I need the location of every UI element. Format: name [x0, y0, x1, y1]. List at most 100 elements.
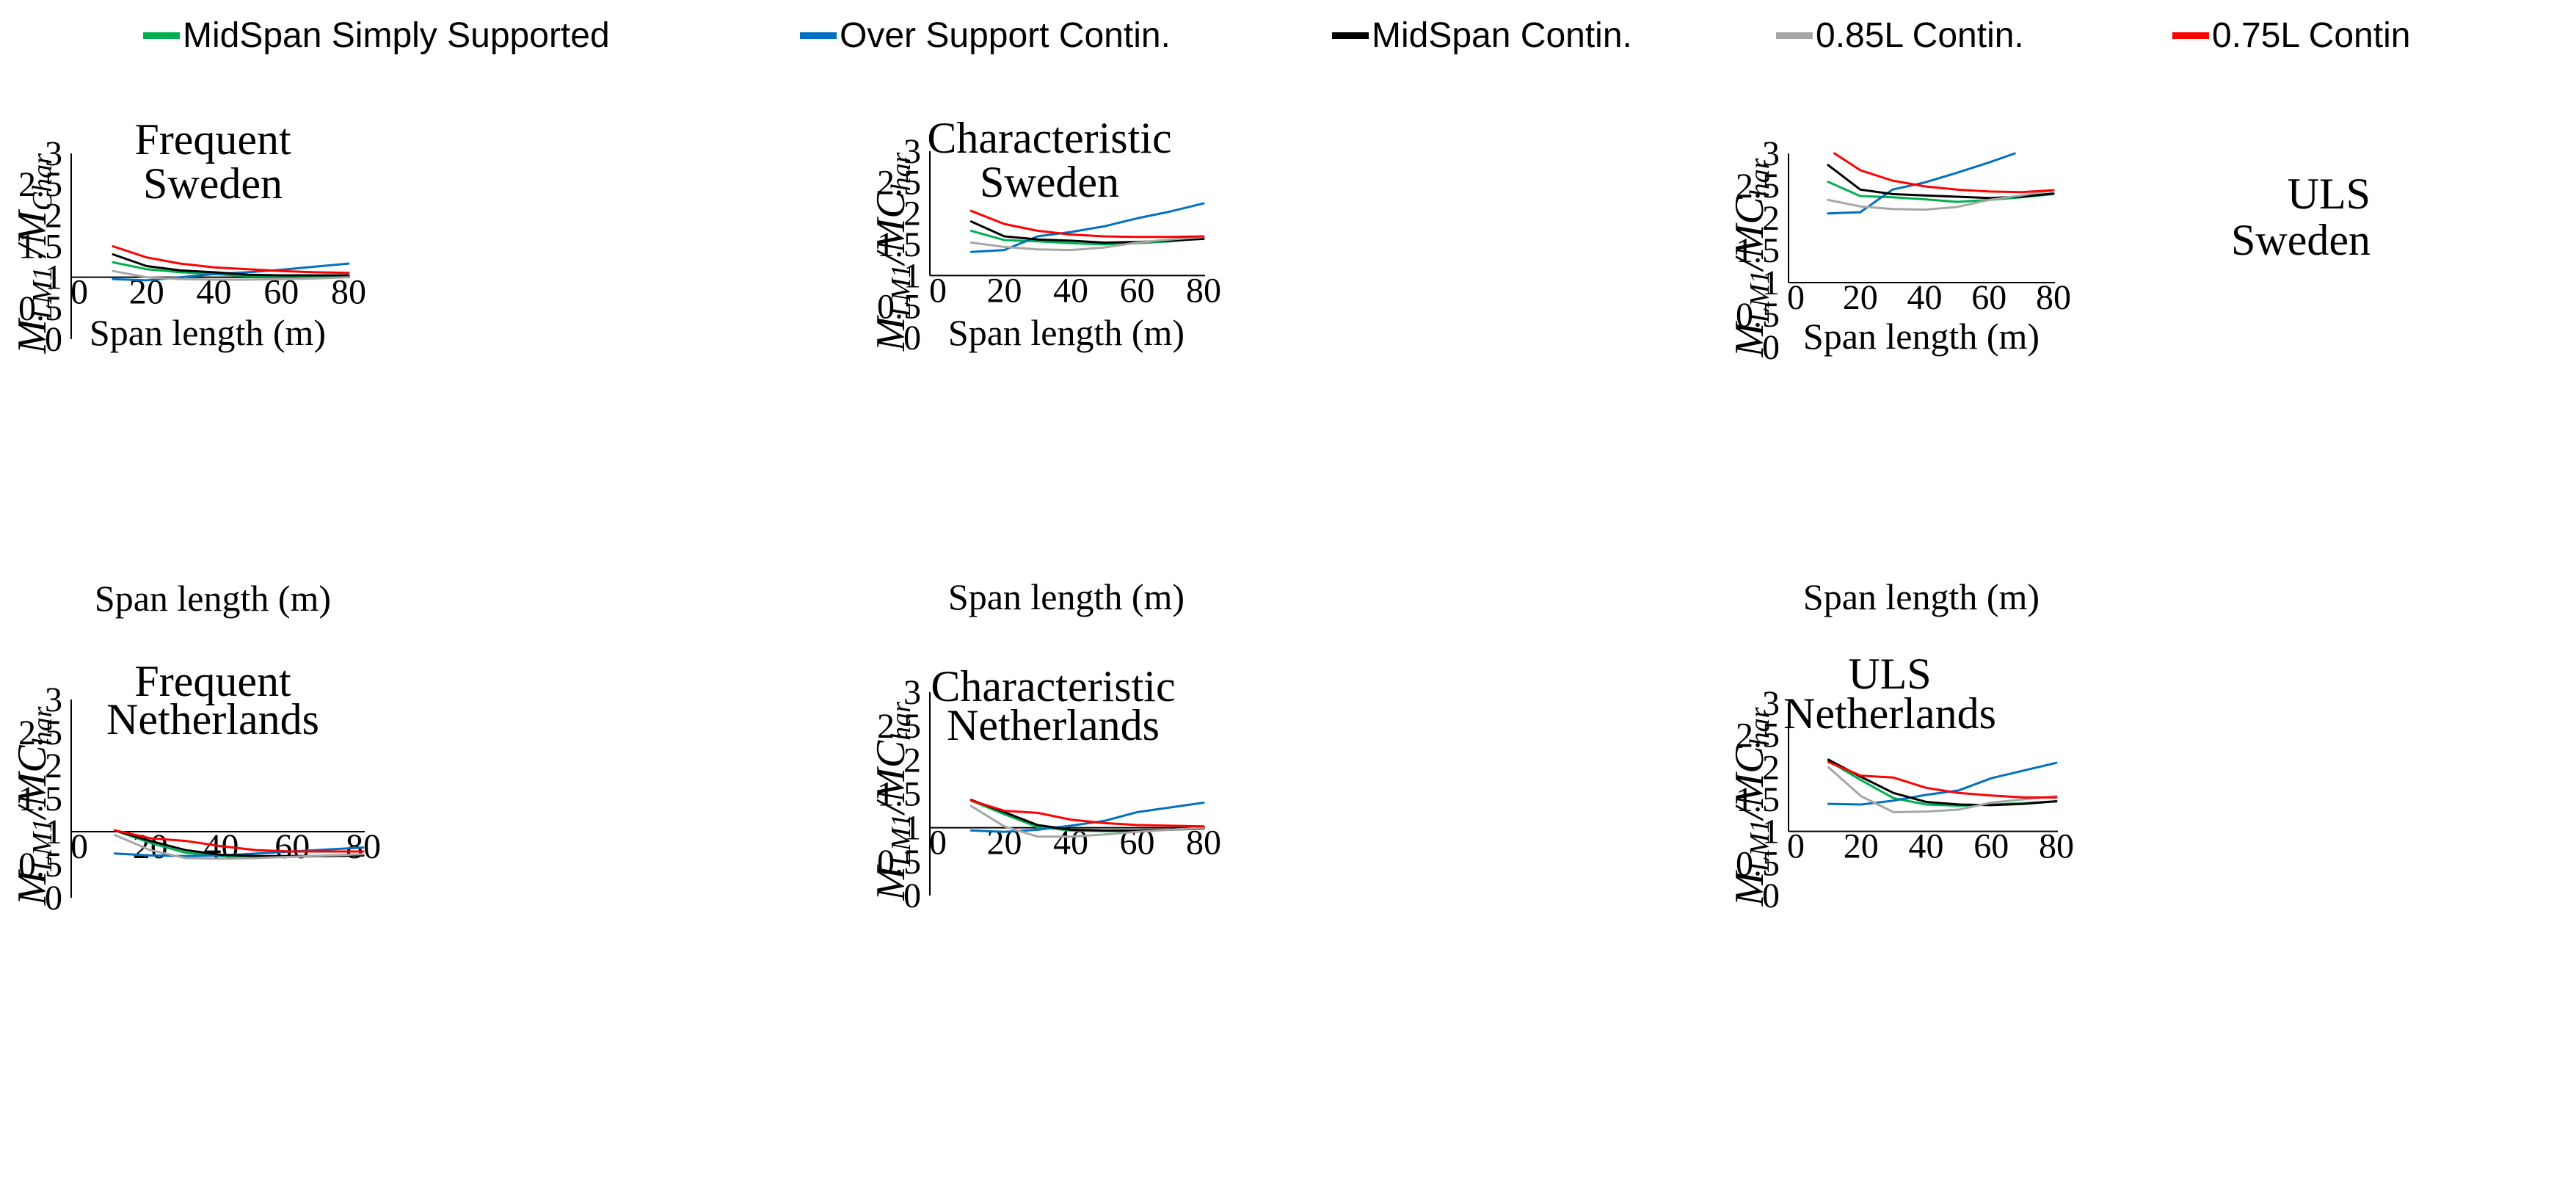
x-axis-title: Span length (m) — [948, 312, 1185, 353]
y-tick-label: 2.5 — [18, 713, 62, 752]
legend-item-085l-contin: 0.85L Contin. — [1776, 13, 2024, 57]
y-tick-label: 2 — [1762, 748, 1780, 787]
x-tick-label: 20 — [1843, 278, 1878, 317]
series-line-over-support-contin — [1827, 761, 2058, 806]
y-tick-label: 1.5 — [18, 780, 62, 818]
y-axis-title-part: MC — [1727, 197, 1772, 260]
y-tick-label: 1 — [903, 256, 921, 295]
y-tick-label: 3 — [45, 134, 62, 173]
y-tick-label: 1.5 — [877, 775, 921, 814]
panel-title: ULS — [2288, 170, 2371, 218]
y-axis-title-part: M — [1727, 869, 1772, 907]
panel-title: Frequent — [134, 115, 291, 164]
y-axis-title-part: M — [10, 868, 55, 906]
chart-panel-frequent-netherlands: 0 0.5 1 1.5 2 2.5 3 0 20 40 60 80 Span length (m) MLM… — [0, 578, 859, 1182]
y-axis-title-part: M — [868, 864, 914, 901]
y-axis-title-part: / — [868, 799, 914, 816]
x-tick-label: 0 — [929, 824, 947, 862]
x-tick-label: 0 — [70, 273, 88, 312]
x-tick-label: 20 — [987, 271, 1022, 310]
series-line-midspan-contin — [1827, 758, 2058, 807]
panel-title: ULS — [1848, 650, 1931, 698]
y-tick-label: 0 — [45, 879, 62, 918]
legend-label: 0.75L Contin — [2212, 15, 2411, 55]
y-axis-title-part: Char — [27, 153, 58, 211]
y-tick-label: 1 — [1762, 264, 1780, 302]
series-line-0-75l-contin — [1833, 152, 2055, 194]
y-tick-label: 2 — [45, 196, 62, 235]
y-tick-label: 1 — [903, 809, 921, 848]
x-tick-label: 80 — [1186, 271, 1221, 310]
y-axis-title: MLM1/MChar — [10, 706, 58, 906]
x-tick-label: 60 — [274, 827, 310, 866]
y-tick-label: 0 — [903, 876, 921, 915]
y-tick-label: 2.5 — [877, 707, 921, 746]
y-tick-label: 1 — [45, 813, 62, 851]
y-tick-label: 3 — [1762, 684, 1780, 723]
y-tick-label: 0 — [1762, 876, 1780, 915]
series-line-0-75l-contin — [112, 245, 350, 275]
y-tick-label: 0.5 — [1736, 844, 1780, 883]
y-axis-title-part: M — [1727, 320, 1772, 357]
x-tick-label: 60 — [1973, 827, 2009, 866]
legend-item-075l-contin: 0.75L Contin — [2172, 13, 2410, 57]
y-axis-title-part: LM1 — [27, 266, 58, 320]
chart-panel-characteristic-netherlands: 0 0.5 1 1.5 2 2.5 3 0 20 40 60 80 Span length (m) MLM… — [859, 576, 1717, 1182]
y-tick-label: 2.5 — [1736, 716, 1780, 755]
y-axis-title: MLM1/MChar — [868, 702, 917, 901]
chart-panel-uls-sweden: 0 0.5 1 1.5 2 2.5 3 0 20 40 60 80 Span length (m) MLM… — [1717, 81, 2576, 631]
y-axis-title-part: har — [886, 702, 917, 741]
series-line-0-85l-contin — [969, 805, 1205, 838]
x-tick-label: 40 — [1909, 827, 1944, 866]
y-axis-title-part: MC — [10, 745, 55, 808]
y-tick-label: 0.5 — [18, 846, 62, 885]
chart-panel-frequent-sweden: 0 0.5 1 1.5 2 2.5 3 0 20 40 60 80 Span length (m) MLM… — [0, 81, 859, 631]
y-tick-label: 1.5 — [18, 228, 62, 266]
y-tick-label: 0 — [45, 320, 62, 359]
panel-title: Characteristic — [931, 662, 1175, 711]
y-axis-title-part: har — [1744, 707, 1775, 746]
x-tick-label: 20 — [1844, 827, 1879, 866]
x-tick-label: 40 — [1907, 278, 1943, 317]
x-tick-label: 0 — [70, 827, 88, 866]
y-tick-label: 3 — [45, 680, 62, 719]
y-tick-label: 3 — [903, 132, 921, 171]
x-axis-title: Span length (m) — [1803, 576, 2040, 617]
series-line-0-75l-contin — [1827, 760, 2058, 799]
y-axis-title-part: M — [10, 208, 55, 246]
legend-swatch-red — [2172, 32, 2209, 39]
y-tick-label: 2 — [903, 741, 921, 780]
y-tick-label: 3 — [903, 673, 921, 712]
panel-subtitle: Netherlands — [1783, 689, 1996, 738]
y-axis-title-part: MC — [1727, 746, 1772, 809]
legend-swatch-grey — [1776, 32, 1813, 39]
y-axis-title: MLM1/MChar — [1727, 707, 1775, 907]
y-axis-title-part: / — [1727, 805, 1772, 821]
y-tick-label: 0 — [1762, 328, 1780, 367]
y-tick-label: 2.5 — [1736, 167, 1780, 206]
y-axis-title-part: / — [10, 804, 55, 821]
series-line-0-85l-contin — [113, 834, 365, 860]
y-tick-label: 2 — [45, 747, 62, 785]
y-axis-title-part: M — [10, 317, 55, 355]
y-axis-title-part: MC — [868, 740, 914, 803]
series-line-0-85l-contin — [112, 269, 350, 281]
legend-label: 0.85L Contin. — [1816, 15, 2024, 55]
series-line-0-85l-contin — [1827, 189, 2055, 211]
legend-swatch-green — [143, 32, 180, 39]
y-axis-title-part: MC — [868, 191, 914, 254]
chart-legend: MidSpan Simply Supported Over Support Co… — [0, 0, 2576, 81]
x-tick-label: 60 — [1120, 271, 1155, 310]
y-tick-label: 2.5 — [877, 163, 921, 202]
y-axis-title-part: / — [1727, 255, 1772, 272]
panel-subtitle: Netherlands — [947, 701, 1160, 749]
series-line-0-75l-contin — [969, 799, 1205, 828]
x-tick-label: 40 — [1053, 271, 1088, 310]
x-axis-title: Span length (m) — [95, 578, 331, 619]
y-tick-label: 1.5 — [1736, 231, 1780, 270]
chart-panel-uls-netherlands: 0 0.5 1 1.5 2 2.5 3 0 20 40 60 80 Span length (m) MLM… — [1717, 576, 2576, 1182]
panel-subtitle: Sweden — [980, 158, 1119, 206]
